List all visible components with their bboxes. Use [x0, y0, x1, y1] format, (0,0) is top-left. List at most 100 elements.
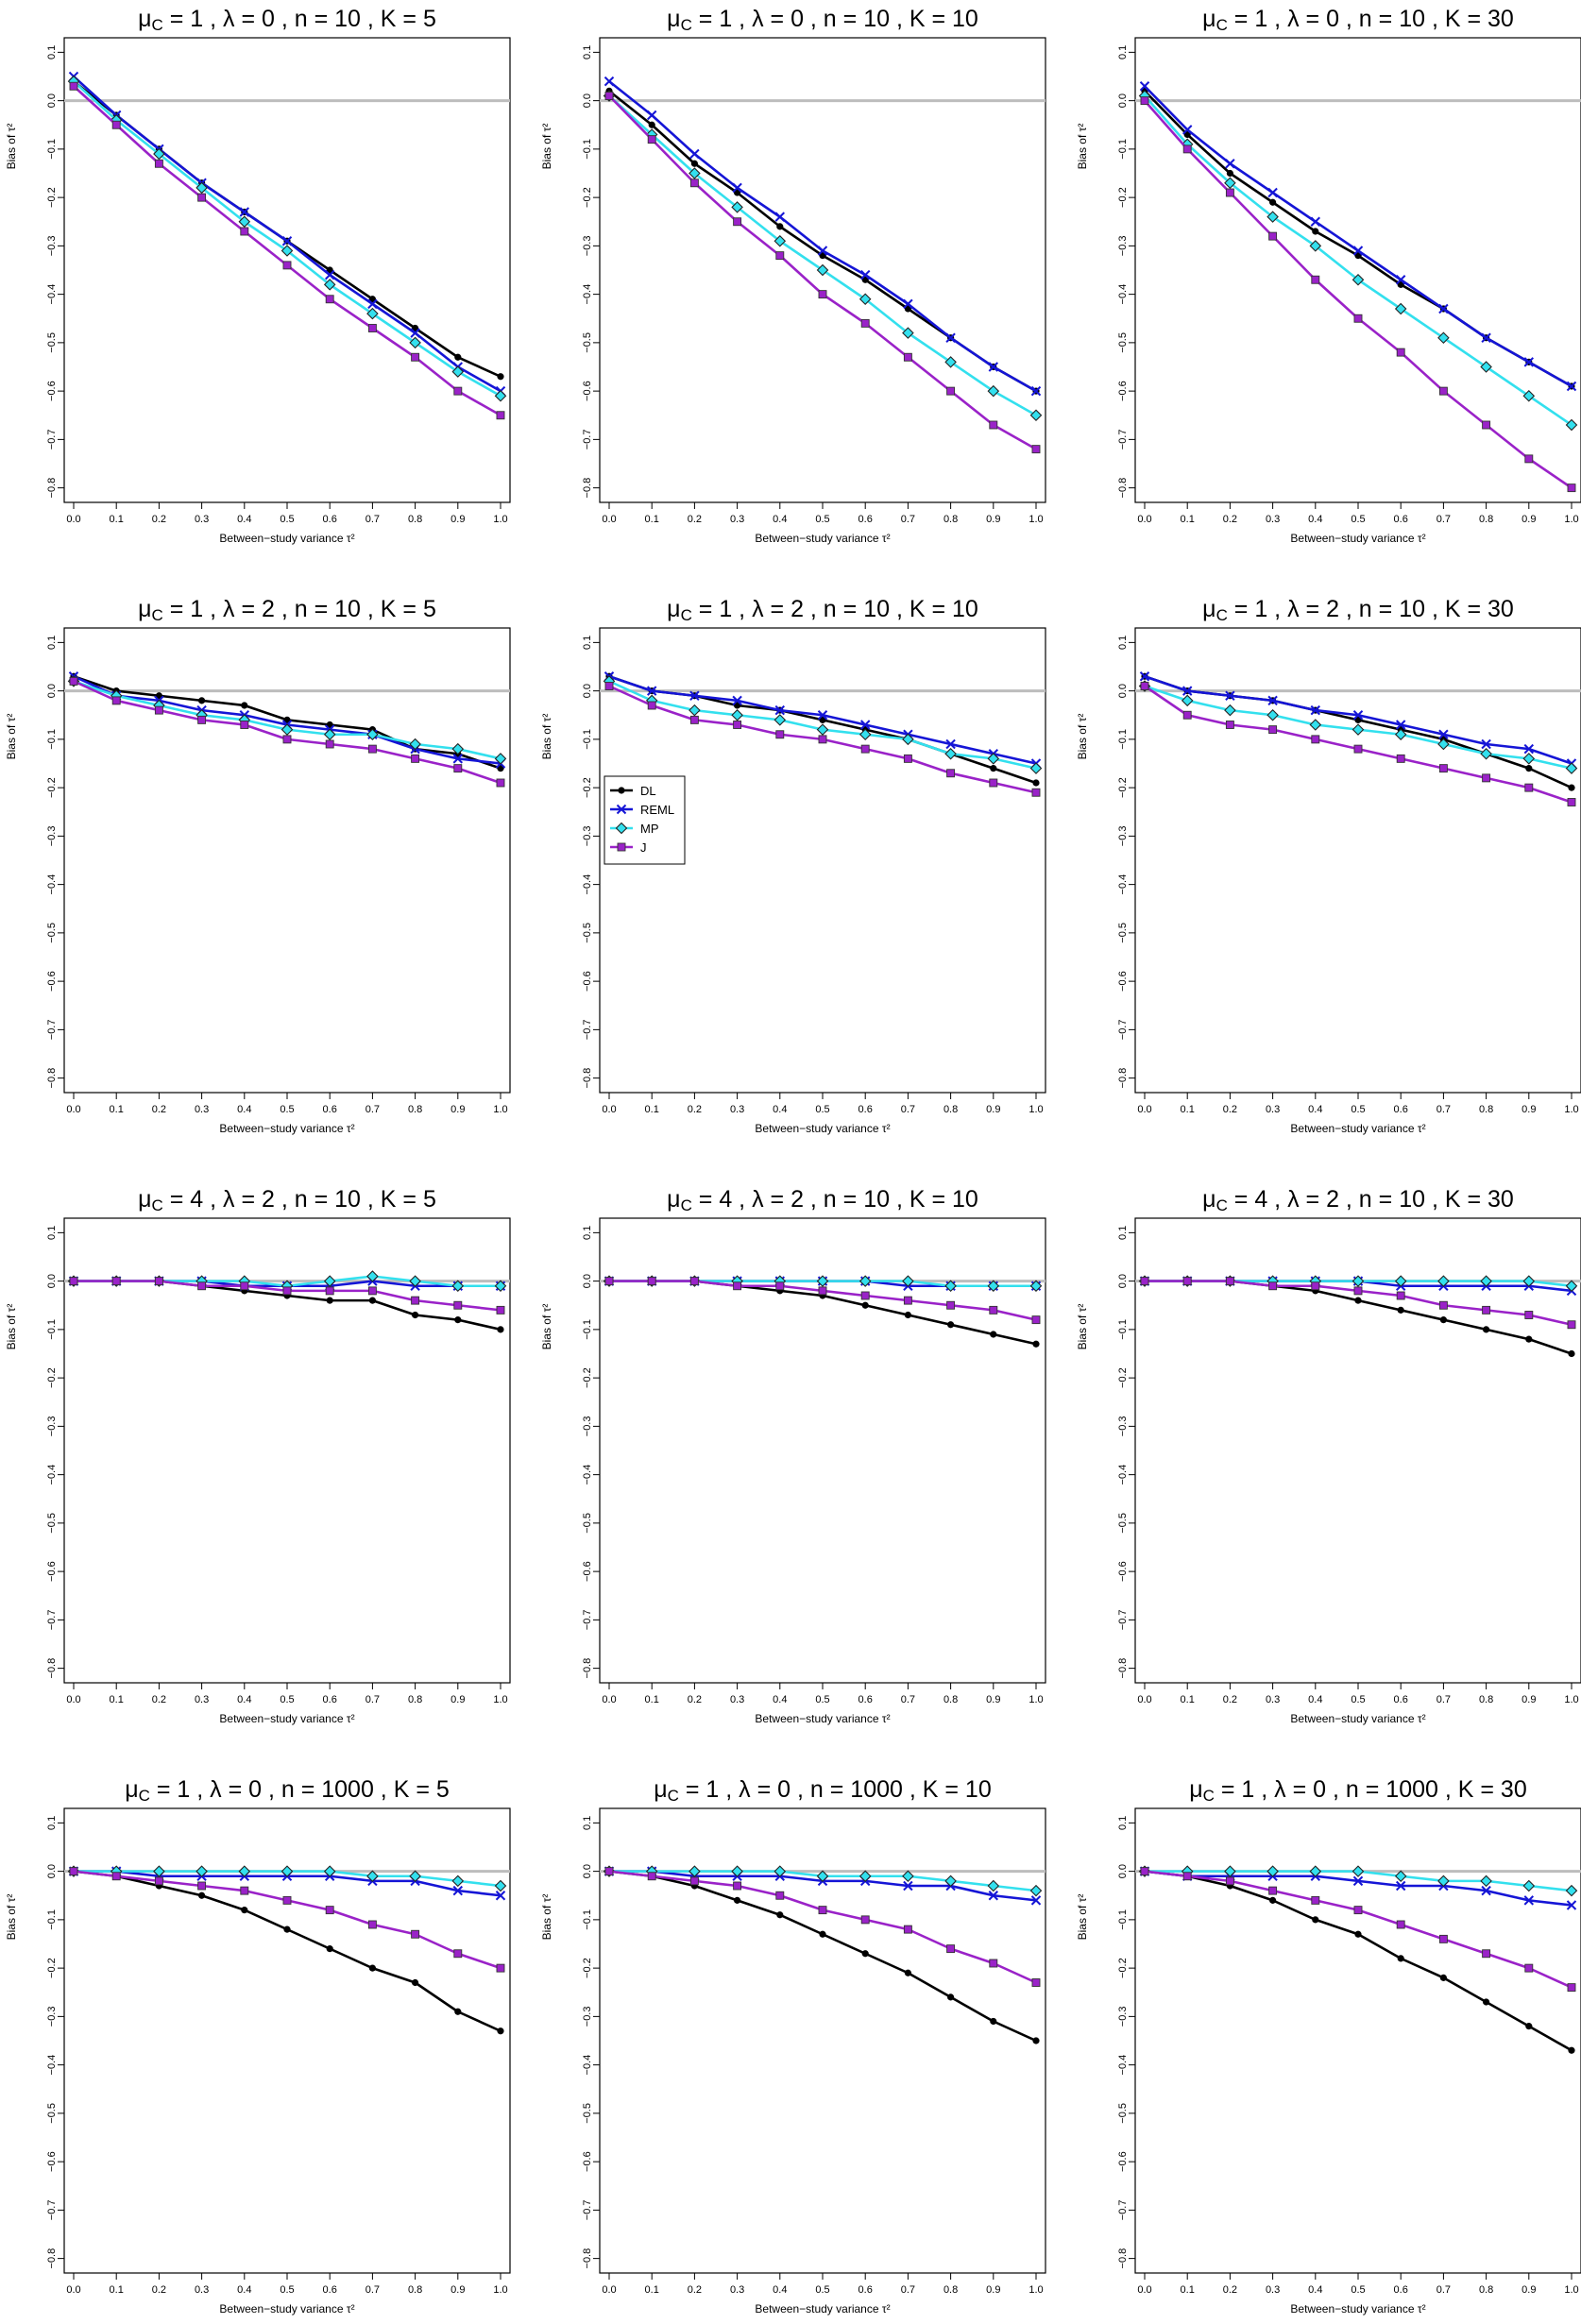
x-tick-label: 0.4: [237, 1104, 251, 1115]
x-tick-label: 0.1: [1181, 1104, 1195, 1115]
point-mp: [238, 1865, 251, 1877]
point-dl: [776, 1911, 784, 1919]
point-j: [154, 1876, 163, 1886]
point-j: [367, 1286, 377, 1296]
point-mp: [1224, 1865, 1236, 1877]
title-part: C: [152, 1196, 163, 1214]
point-mp: [688, 1865, 701, 1877]
y-tick-label: −0.3: [1117, 826, 1129, 847]
x-tick-label: 0.8: [408, 2284, 422, 2296]
legend: DL REML MP J: [604, 775, 686, 865]
x-tick-label: 1.0: [1028, 1694, 1043, 1705]
point-j: [240, 1886, 249, 1895]
y-tick-label: −0.3: [582, 826, 593, 847]
point-dl: [947, 1321, 955, 1329]
y-axis-label: Bias of τ²: [540, 1304, 553, 1350]
legend-label-reml: REML: [640, 803, 674, 817]
y-tick-label: −0.2: [582, 1367, 593, 1388]
x-tick-label: 0.0: [1137, 2284, 1151, 2296]
title-part: = 1 , λ = 0 , n = 1000 , K = 30: [1215, 1776, 1527, 1803]
point-j: [240, 1281, 249, 1291]
point-j: [154, 1277, 163, 1286]
point-dl: [368, 296, 376, 303]
point-j: [1268, 1886, 1278, 1895]
x-tick-label: 0.8: [1479, 2284, 1493, 2296]
point-mp: [280, 1865, 294, 1877]
point-j: [775, 251, 785, 261]
point-reml: [1225, 690, 1235, 701]
y-tick-label: −0.4: [582, 874, 593, 895]
x-tick-label: 0.6: [858, 1694, 873, 1705]
point-dl: [904, 1311, 912, 1319]
point-mp: [858, 1870, 872, 1883]
point-j: [903, 1925, 912, 1934]
point-mp: [494, 389, 507, 402]
x-tick-label: 0.1: [1181, 514, 1195, 525]
point-mp: [1437, 1275, 1450, 1287]
point-dl: [1354, 1297, 1362, 1304]
x-tick-label: 1.0: [1564, 1694, 1578, 1705]
x-tick-label: 0.6: [858, 1104, 873, 1115]
y-tick-label: −0.7: [582, 1610, 593, 1631]
y-tick-label: 0.0: [46, 1274, 58, 1288]
point-dl: [861, 1301, 869, 1309]
x-tick-label: 0.8: [408, 1104, 422, 1115]
point-mp: [1565, 1280, 1578, 1293]
x-tick-label: 1.0: [1028, 514, 1043, 525]
y-tick-label: −0.5: [1117, 923, 1129, 943]
y-tick-label: −0.7: [1117, 430, 1129, 450]
x-tick-label: 0.6: [1394, 2284, 1408, 2296]
point-j: [818, 735, 827, 744]
point-mp: [944, 1280, 957, 1293]
y-tick-label: −0.4: [46, 1465, 58, 1485]
point-dl: [1439, 1316, 1447, 1324]
point-mp: [902, 1870, 914, 1883]
point-j: [367, 324, 377, 332]
point-j: [411, 1296, 420, 1305]
point-j: [411, 754, 420, 763]
point-dl: [947, 1993, 955, 2001]
y-tick-label: −0.2: [582, 1958, 593, 1978]
point-mp: [1522, 389, 1536, 402]
point-dl: [1439, 1974, 1447, 1981]
point-mp: [1565, 1884, 1578, 1897]
point-dl: [861, 276, 869, 283]
point-dl: [1354, 1930, 1362, 1938]
x-tick-label: 0.3: [730, 1104, 744, 1115]
y-tick-label: −0.8: [582, 1658, 593, 1679]
point-mp: [451, 1280, 465, 1293]
point-dl: [776, 223, 784, 230]
point-dl: [1568, 2046, 1575, 2054]
point-j: [1524, 1311, 1534, 1319]
series-line-j: [1144, 1870, 1572, 1989]
point-reml: [945, 332, 956, 343]
title-part: μ: [125, 1776, 138, 1803]
y-tick-label: 0.1: [582, 1226, 593, 1240]
y-axis-label: Bias of τ²: [1076, 124, 1089, 170]
y-tick-label: −0.2: [1117, 1367, 1129, 1388]
point-mp: [1565, 762, 1578, 774]
x-tick-label: 1.0: [1564, 2284, 1578, 2296]
panel-title: μC = 1 , λ = 2 , n = 10 , K = 5: [138, 596, 436, 624]
y-tick-label: −0.1: [1117, 139, 1129, 160]
x-tick-label: 0.4: [1308, 1694, 1322, 1705]
x-axis-label: Between−study variance τ²: [219, 532, 354, 545]
point-reml: [817, 246, 828, 256]
point-dl: [1269, 1896, 1277, 1904]
x-tick-label: 0.7: [901, 2284, 915, 2296]
y-tick-label: 0.1: [582, 636, 593, 650]
x-tick-label: 0.3: [1266, 1104, 1280, 1115]
x-tick-label: 0.6: [323, 1104, 337, 1115]
point-reml: [1352, 246, 1364, 256]
x-axis-label: Between−study variance τ²: [1290, 532, 1425, 545]
point-j: [1524, 1963, 1534, 1973]
x-tick-label: 0.0: [66, 2284, 80, 2296]
point-mp: [1266, 211, 1279, 223]
point-reml: [988, 362, 999, 372]
panel-r3-c1: μC = 4 , λ = 2 , n = 10 , K = 5 0.0 0.1 0.2…: [5, 1186, 511, 1725]
panel-title: μC = 1 , λ = 0 , n = 10 , K = 30: [1202, 6, 1514, 34]
point-j: [197, 1281, 207, 1291]
x-tick-label: 0.1: [645, 2284, 659, 2296]
point-mp: [1394, 1275, 1407, 1287]
point-j: [1567, 798, 1576, 806]
